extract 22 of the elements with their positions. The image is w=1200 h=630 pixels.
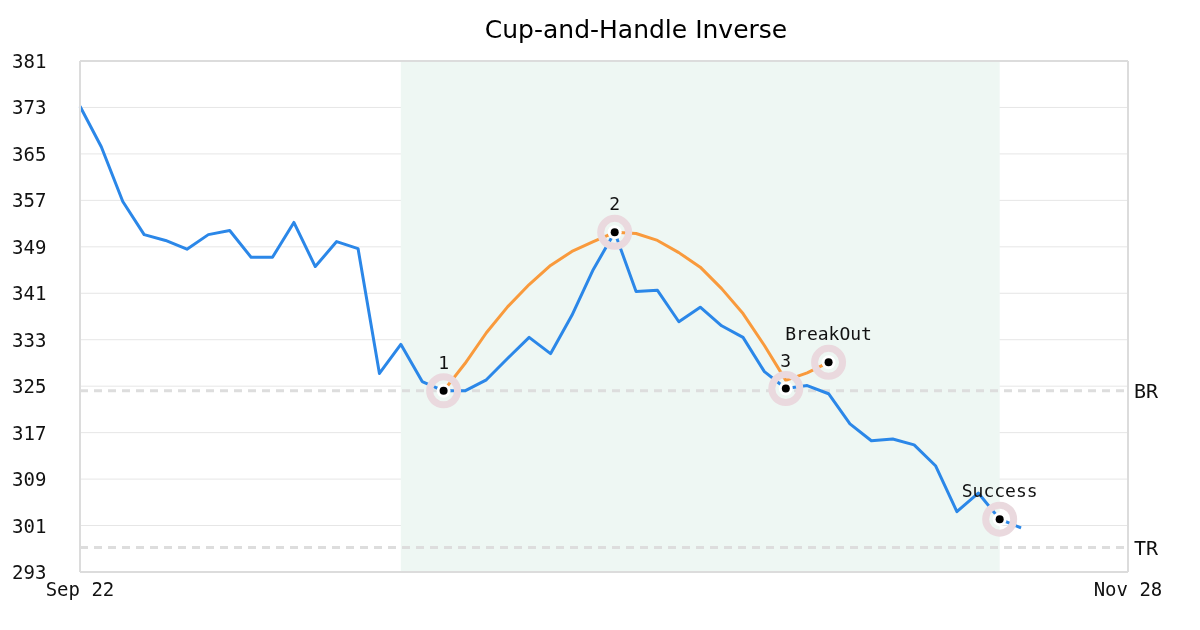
y-tick-label: 309 bbox=[12, 468, 47, 491]
annotation: 1 bbox=[438, 351, 450, 373]
x-tick-label: Sep 22 bbox=[45, 578, 115, 600]
y-tick-label: 293 bbox=[12, 561, 47, 583]
annotation: Success bbox=[961, 480, 1038, 502]
y-tick-label: 357 bbox=[12, 189, 47, 212]
y-tick-label: 325 bbox=[12, 375, 47, 398]
annotation: 3 bbox=[780, 349, 792, 371]
x-tick-label: Nov 28 bbox=[1093, 578, 1163, 600]
y-tick-label: 317 bbox=[12, 421, 47, 444]
y-tick-label: 381 bbox=[12, 50, 47, 72]
ref-line-label: BR bbox=[1134, 378, 1160, 403]
ref-line-label: TR bbox=[1134, 535, 1160, 560]
annotation: BreakOut bbox=[785, 323, 872, 345]
y-tick-label: 341 bbox=[12, 282, 47, 305]
chart-title: Cup-and-Handle Inverse bbox=[483, 14, 789, 46]
y-tick-label: 349 bbox=[12, 235, 47, 258]
y-tick-label: 333 bbox=[12, 328, 47, 351]
y-tick-label: 301 bbox=[12, 514, 47, 537]
y-tick-label: 365 bbox=[12, 142, 47, 165]
y-tick-label: 373 bbox=[12, 96, 47, 119]
annotation: 2 bbox=[609, 193, 621, 215]
